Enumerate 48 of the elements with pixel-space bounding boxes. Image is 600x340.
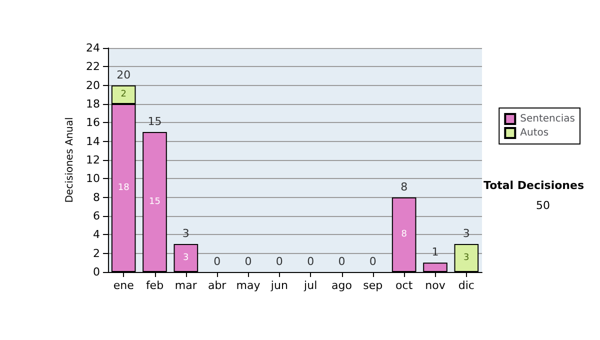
total-label: 0	[214, 255, 221, 268]
data-label: 15	[149, 197, 160, 207]
x-tick-label: mar	[174, 279, 198, 292]
data-label: 2	[120, 90, 126, 100]
y-tick-label: 14	[86, 134, 100, 148]
total-label: 8	[400, 180, 408, 194]
y-tick-label: 6	[93, 210, 100, 222]
y-tick-label: 10	[86, 172, 100, 186]
x-tick-label: jul	[303, 279, 318, 292]
x-tick-label: nov	[425, 279, 446, 292]
total-label: 3	[182, 227, 190, 240]
y-tick-label: 2	[93, 246, 100, 260]
x-tick-label: dic	[458, 279, 474, 292]
total-label: 0	[307, 255, 314, 268]
text: Total Decisiones	[484, 179, 584, 192]
y-tick-label: 12	[86, 154, 100, 166]
x-tick-label: ago	[332, 279, 352, 292]
legend-label: Autos	[520, 128, 549, 138]
total-label: 0	[369, 255, 376, 268]
x-tick-label: may	[236, 279, 261, 292]
y-tick-label: 18	[86, 98, 100, 110]
total-label: 0	[276, 255, 283, 268]
legend-label: Sentencias	[520, 114, 576, 124]
y-tick-label: 0	[93, 266, 100, 278]
y-tick-label: 8	[93, 190, 100, 204]
data-label: 3	[464, 253, 470, 263]
x-tick-label: sep	[363, 279, 383, 292]
data-label: 18	[118, 183, 130, 193]
x-tick-label: abr	[208, 279, 227, 292]
y-tick-label: 4	[93, 228, 100, 242]
text: 50	[536, 199, 550, 212]
total-label: 20	[116, 68, 131, 82]
data-label: 8	[401, 230, 408, 240]
x-tick-label: ene	[113, 279, 134, 292]
total-label: 15	[148, 115, 162, 128]
total-label: 3	[462, 227, 470, 240]
x-tick-label: feb	[146, 279, 164, 292]
y-tick-label: 16	[86, 116, 100, 130]
total-label: 1	[432, 246, 439, 259]
total-label: 0	[338, 255, 346, 268]
y-tick-label: 24	[86, 42, 100, 54]
data-label: 3	[183, 253, 189, 263]
total-label: 0	[244, 255, 252, 268]
y-tick-label: 20	[86, 78, 100, 92]
x-tick-label: oct	[396, 279, 414, 292]
y-axis-title: Decisiones Anual	[64, 117, 76, 203]
x-tick-label: jun	[270, 279, 288, 292]
y-tick-label: 22	[86, 60, 100, 74]
